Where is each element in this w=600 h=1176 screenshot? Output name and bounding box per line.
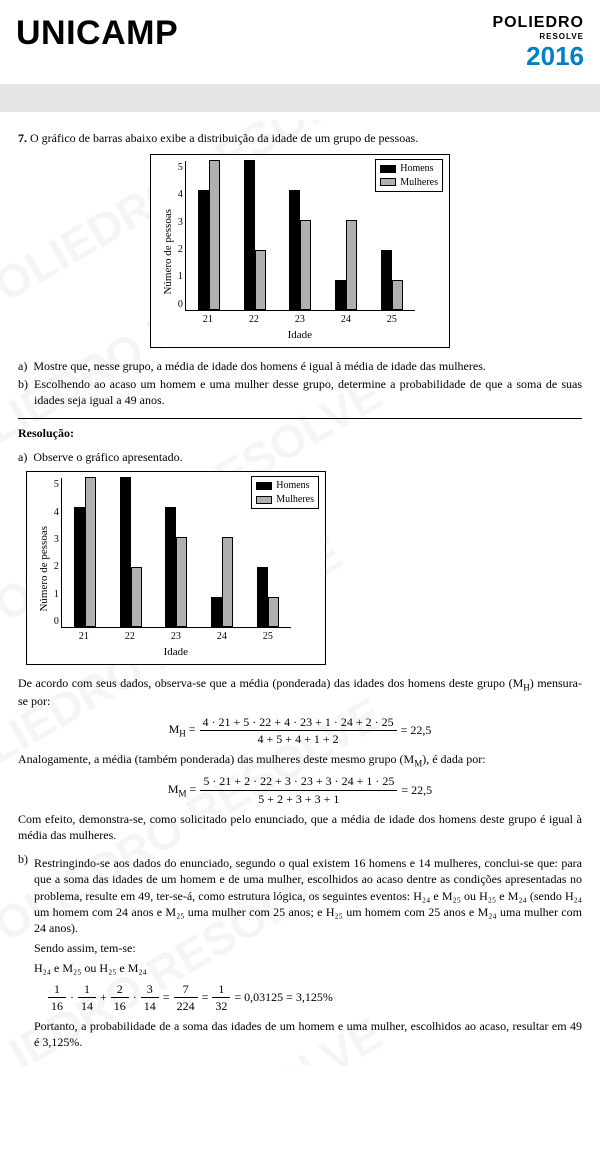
ytick: 5	[54, 478, 59, 492]
bar-chart-1: Homens Mulheres Número de pessoas 5 4 3 …	[150, 154, 450, 347]
y-ticks-2: 5 4 3 2 1 0	[54, 478, 59, 628]
y-axis-label: Número de pessoas	[161, 209, 176, 295]
bar-mulheres	[209, 160, 220, 310]
item-a-text: Mostre que, nesse grupo, a média de idad…	[33, 358, 486, 374]
xtick: 21	[79, 630, 89, 644]
xtick: 22	[249, 313, 259, 327]
ytick: 4	[54, 506, 59, 520]
chart-container-1: Homens Mulheres Número de pessoas 5 4 3 …	[18, 154, 582, 347]
item-b-text: Escolhendo ao acaso um homem e uma mulhe…	[34, 376, 582, 408]
bar-mulheres	[131, 567, 142, 627]
ytick: 0	[54, 615, 59, 629]
res-p1: De acordo com seus dados, observa-se que…	[18, 675, 582, 710]
header-divider-bar	[0, 84, 600, 112]
ytick: 1	[178, 270, 183, 284]
bar-mulheres	[222, 537, 233, 627]
question-body: O gráfico de barras abaixo exibe a distr…	[30, 131, 418, 145]
xtick: 23	[171, 630, 181, 644]
ytick: 2	[178, 243, 183, 257]
bar-group	[211, 537, 233, 627]
res-a-label: a)	[18, 449, 27, 465]
y-axis-label-2: Número de pessoas	[37, 526, 52, 612]
question-text: 7. O gráfico de barras abaixo exibe a di…	[18, 130, 582, 146]
page-header: UNICAMP POLIEDRO RESOLVE 2016	[0, 0, 600, 84]
bar-homens	[74, 507, 85, 627]
xtick: 24	[217, 630, 227, 644]
bar-homens	[198, 190, 209, 310]
xtick: 24	[341, 313, 351, 327]
bar-homens	[257, 567, 268, 627]
bar-homens	[165, 507, 176, 627]
brand-name: POLIEDRO	[492, 14, 584, 32]
res-b-events: H₂₄ e M₂₅ ou H₂₅ e M₂₄	[34, 960, 582, 976]
question-items: a) Mostre que, nesse grupo, a média de id…	[18, 358, 582, 409]
resolution-title: Resolução:	[18, 425, 582, 441]
page-content: 7. O gráfico de barras abaixo exibe a di…	[0, 112, 600, 1066]
bar-group	[74, 477, 96, 627]
bar-group	[289, 190, 311, 310]
ytick: 0	[178, 298, 183, 312]
xtick: 21	[203, 313, 213, 327]
exam-title: UNICAMP	[16, 14, 178, 53]
bar-homens	[120, 477, 131, 627]
bar-mulheres	[300, 220, 311, 310]
brand-subtitle: RESOLVE	[492, 32, 584, 41]
bar-group	[244, 160, 266, 310]
x-axis-label-2: Idade	[61, 645, 291, 660]
bar-mulheres	[255, 250, 266, 310]
res-b-p2: Sendo assim, tem-se:	[34, 940, 582, 956]
bar-group	[165, 507, 187, 627]
plot-area	[185, 161, 415, 311]
bar-mulheres	[268, 597, 279, 627]
x-axis-label: Idade	[185, 328, 415, 343]
bar-group	[335, 220, 357, 310]
plot-area-2	[61, 478, 291, 628]
bar-mulheres	[176, 537, 187, 627]
x-ticks-2: 21 22 23 24 25	[61, 630, 291, 644]
question-number: 7.	[18, 131, 27, 145]
brand-year: 2016	[492, 41, 584, 72]
ytick: 1	[54, 588, 59, 602]
x-ticks: 21 22 23 24 25	[185, 313, 415, 327]
section-divider	[18, 418, 582, 419]
bar-group	[198, 160, 220, 310]
res-b-p1: Restringindo-se aos dados do enunciado, …	[34, 855, 582, 936]
ytick: 3	[54, 533, 59, 547]
equation-mh: MH = 4 · 21 + 5 · 22 + 4 · 23 + 1 · 24 +…	[18, 714, 582, 747]
xtick: 25	[263, 630, 273, 644]
equation-mm: MM = 5 · 21 + 2 · 22 + 3 · 23 + 3 · 24 +…	[18, 773, 582, 806]
item-a-label: a)	[18, 358, 27, 374]
equation-prob: 116 · 114 + 216 · 314 = 7224 = 132 = 0,0…	[48, 981, 582, 1014]
ytick: 3	[178, 216, 183, 230]
bar-homens	[211, 597, 222, 627]
xtick: 22	[125, 630, 135, 644]
ytick: 5	[178, 161, 183, 175]
ytick: 4	[178, 188, 183, 202]
bar-mulheres	[392, 280, 403, 310]
res-b-concl: Portanto, a probabilidade de a soma das …	[34, 1018, 582, 1050]
bar-group	[257, 567, 279, 627]
bar-group	[120, 477, 142, 627]
item-b-label: b)	[18, 376, 28, 408]
ytick: 2	[54, 560, 59, 574]
xtick: 25	[387, 313, 397, 327]
res-p3: Com efeito, demonstra-se, como solicitad…	[18, 811, 582, 843]
bar-homens	[289, 190, 300, 310]
chart-container-2: Homens Mulheres Número de pessoas 5 4 3 …	[26, 471, 582, 664]
brand-block: POLIEDRO RESOLVE 2016	[492, 14, 584, 72]
bar-chart-2: Homens Mulheres Número de pessoas 5 4 3 …	[26, 471, 326, 664]
res-a-intro: Observe o gráfico apresentado.	[33, 449, 182, 465]
bar-group	[381, 250, 403, 310]
res-b-label: b)	[18, 851, 28, 1054]
bar-mulheres	[85, 477, 96, 627]
bar-homens	[381, 250, 392, 310]
bar-homens	[335, 280, 346, 310]
bar-mulheres	[346, 220, 357, 310]
xtick: 23	[295, 313, 305, 327]
y-ticks: 5 4 3 2 1 0	[178, 161, 183, 311]
bar-homens	[244, 160, 255, 310]
res-p2: Analogamente, a média (também ponderada)…	[18, 751, 582, 770]
